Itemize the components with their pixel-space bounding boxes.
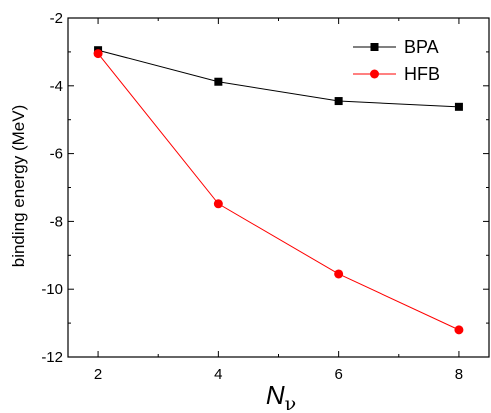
legend-label-hfb: HFB [404,64,440,84]
data-point-hfb [213,199,223,209]
data-point-bpa [454,102,463,111]
x-tick-label: 6 [334,366,342,383]
x-axis-label-subscript: ν [285,393,297,413]
x-tick-label: 4 [214,366,222,383]
y-tick-label: -8 [50,213,63,230]
y-tick-label: -4 [50,78,63,95]
x-axis-label-main: N [266,380,285,410]
legend-label-bpa: BPA [404,37,439,57]
legend: BPA HFB [353,37,440,84]
tick-marks [68,17,489,358]
data-point-bpa [214,77,223,86]
y-axis-label: binding energy (MeV) [9,105,28,268]
y-tick-label: -10 [41,281,63,298]
series-line-hfb [97,53,460,331]
data-point-bpa [334,97,343,106]
data-point-hfb [454,325,464,335]
y-tick-label: -2 [50,10,63,27]
series-layer [93,46,464,335]
x-tick-label: 8 [455,366,463,383]
data-point-hfb [93,49,103,59]
y-tick-label: -12 [41,349,63,366]
legend-marker-bpa [370,43,379,51]
x-axis-label: Nν [266,380,296,413]
tick-labels: 2 4 6 8 -12 -10 -8 -6 -4 -2 [41,10,463,383]
y-tick-label: -6 [50,146,63,163]
data-point-hfb [334,269,344,279]
x-tick-label: 2 [94,366,102,383]
series-line-bpa [97,49,459,108]
legend-marker-hfb [370,69,379,79]
